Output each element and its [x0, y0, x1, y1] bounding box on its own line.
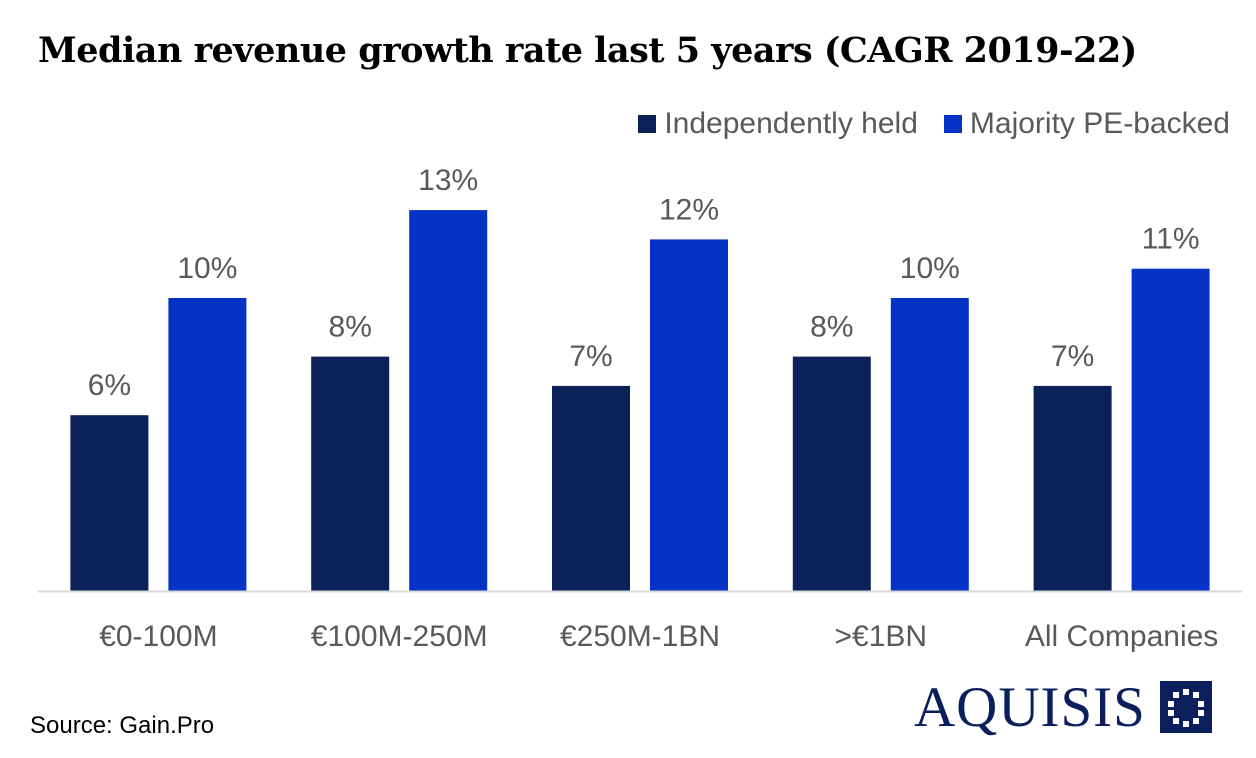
x-tick-label-2: €100M-250M: [311, 620, 488, 653]
x-tick-label-5: All Companies: [1025, 620, 1218, 653]
brand-logo: AQUISIS: [914, 672, 1212, 742]
legend-item-independently-held: Independently held: [638, 107, 918, 141]
x-tick-label-3: €250M-1BN: [560, 620, 720, 653]
x-tick-label-1: €0-100M: [99, 620, 217, 653]
bar-majority-pe-backed-3: [650, 239, 728, 591]
bar-independently-held-3: [552, 385, 630, 591]
data-label-majority-pe-backed-3: 12%: [659, 193, 719, 226]
data-label-majority-pe-backed-1: 10%: [177, 252, 237, 285]
data-label-majority-pe-backed-4: 10%: [900, 252, 960, 285]
legend-label-majority-pe-backed: Majority PE-backed: [969, 107, 1230, 140]
bar-majority-pe-backed-4: [890, 298, 969, 591]
data-label-independently-held-5: 7%: [1051, 340, 1094, 373]
data-label-independently-held-4: 8%: [810, 311, 853, 344]
bar-independently-held-1: [70, 415, 149, 591]
data-label-majority-pe-backed-5: 11%: [1142, 223, 1200, 256]
brand-mark-icon: [1159, 681, 1212, 733]
source-note: Source: Gain.Pro: [30, 712, 215, 739]
legend-swatch-majority-pe-backed: [943, 115, 962, 133]
bar-majority-pe-backed-5: [1131, 268, 1210, 591]
legend-label-independently-held: Independently held: [664, 107, 918, 140]
chart-legend: Independently held Majority PE-backed: [638, 104, 1230, 144]
bar-majority-pe-backed-1: [168, 298, 247, 591]
data-label-independently-held-1: 6%: [88, 369, 131, 402]
brand-name: AQUISIS: [914, 675, 1146, 739]
bar-independently-held-4: [792, 356, 871, 591]
bar-independently-held-5: [1033, 385, 1112, 591]
data-label-majority-pe-backed-2: 13%: [418, 164, 478, 197]
bar-majority-pe-backed-2: [409, 210, 488, 591]
x-tick-label-4: >€1BN: [835, 620, 928, 653]
legend-item-majority-pe-backed: Majority PE-backed: [943, 107, 1230, 141]
data-label-independently-held-2: 8%: [329, 311, 372, 344]
chart-title: Median revenue growth rate last 5 years …: [38, 30, 1137, 71]
legend-swatch-independently-held: [638, 115, 657, 133]
bar-independently-held-2: [311, 356, 390, 591]
data-label-independently-held-3: 7%: [569, 340, 612, 373]
